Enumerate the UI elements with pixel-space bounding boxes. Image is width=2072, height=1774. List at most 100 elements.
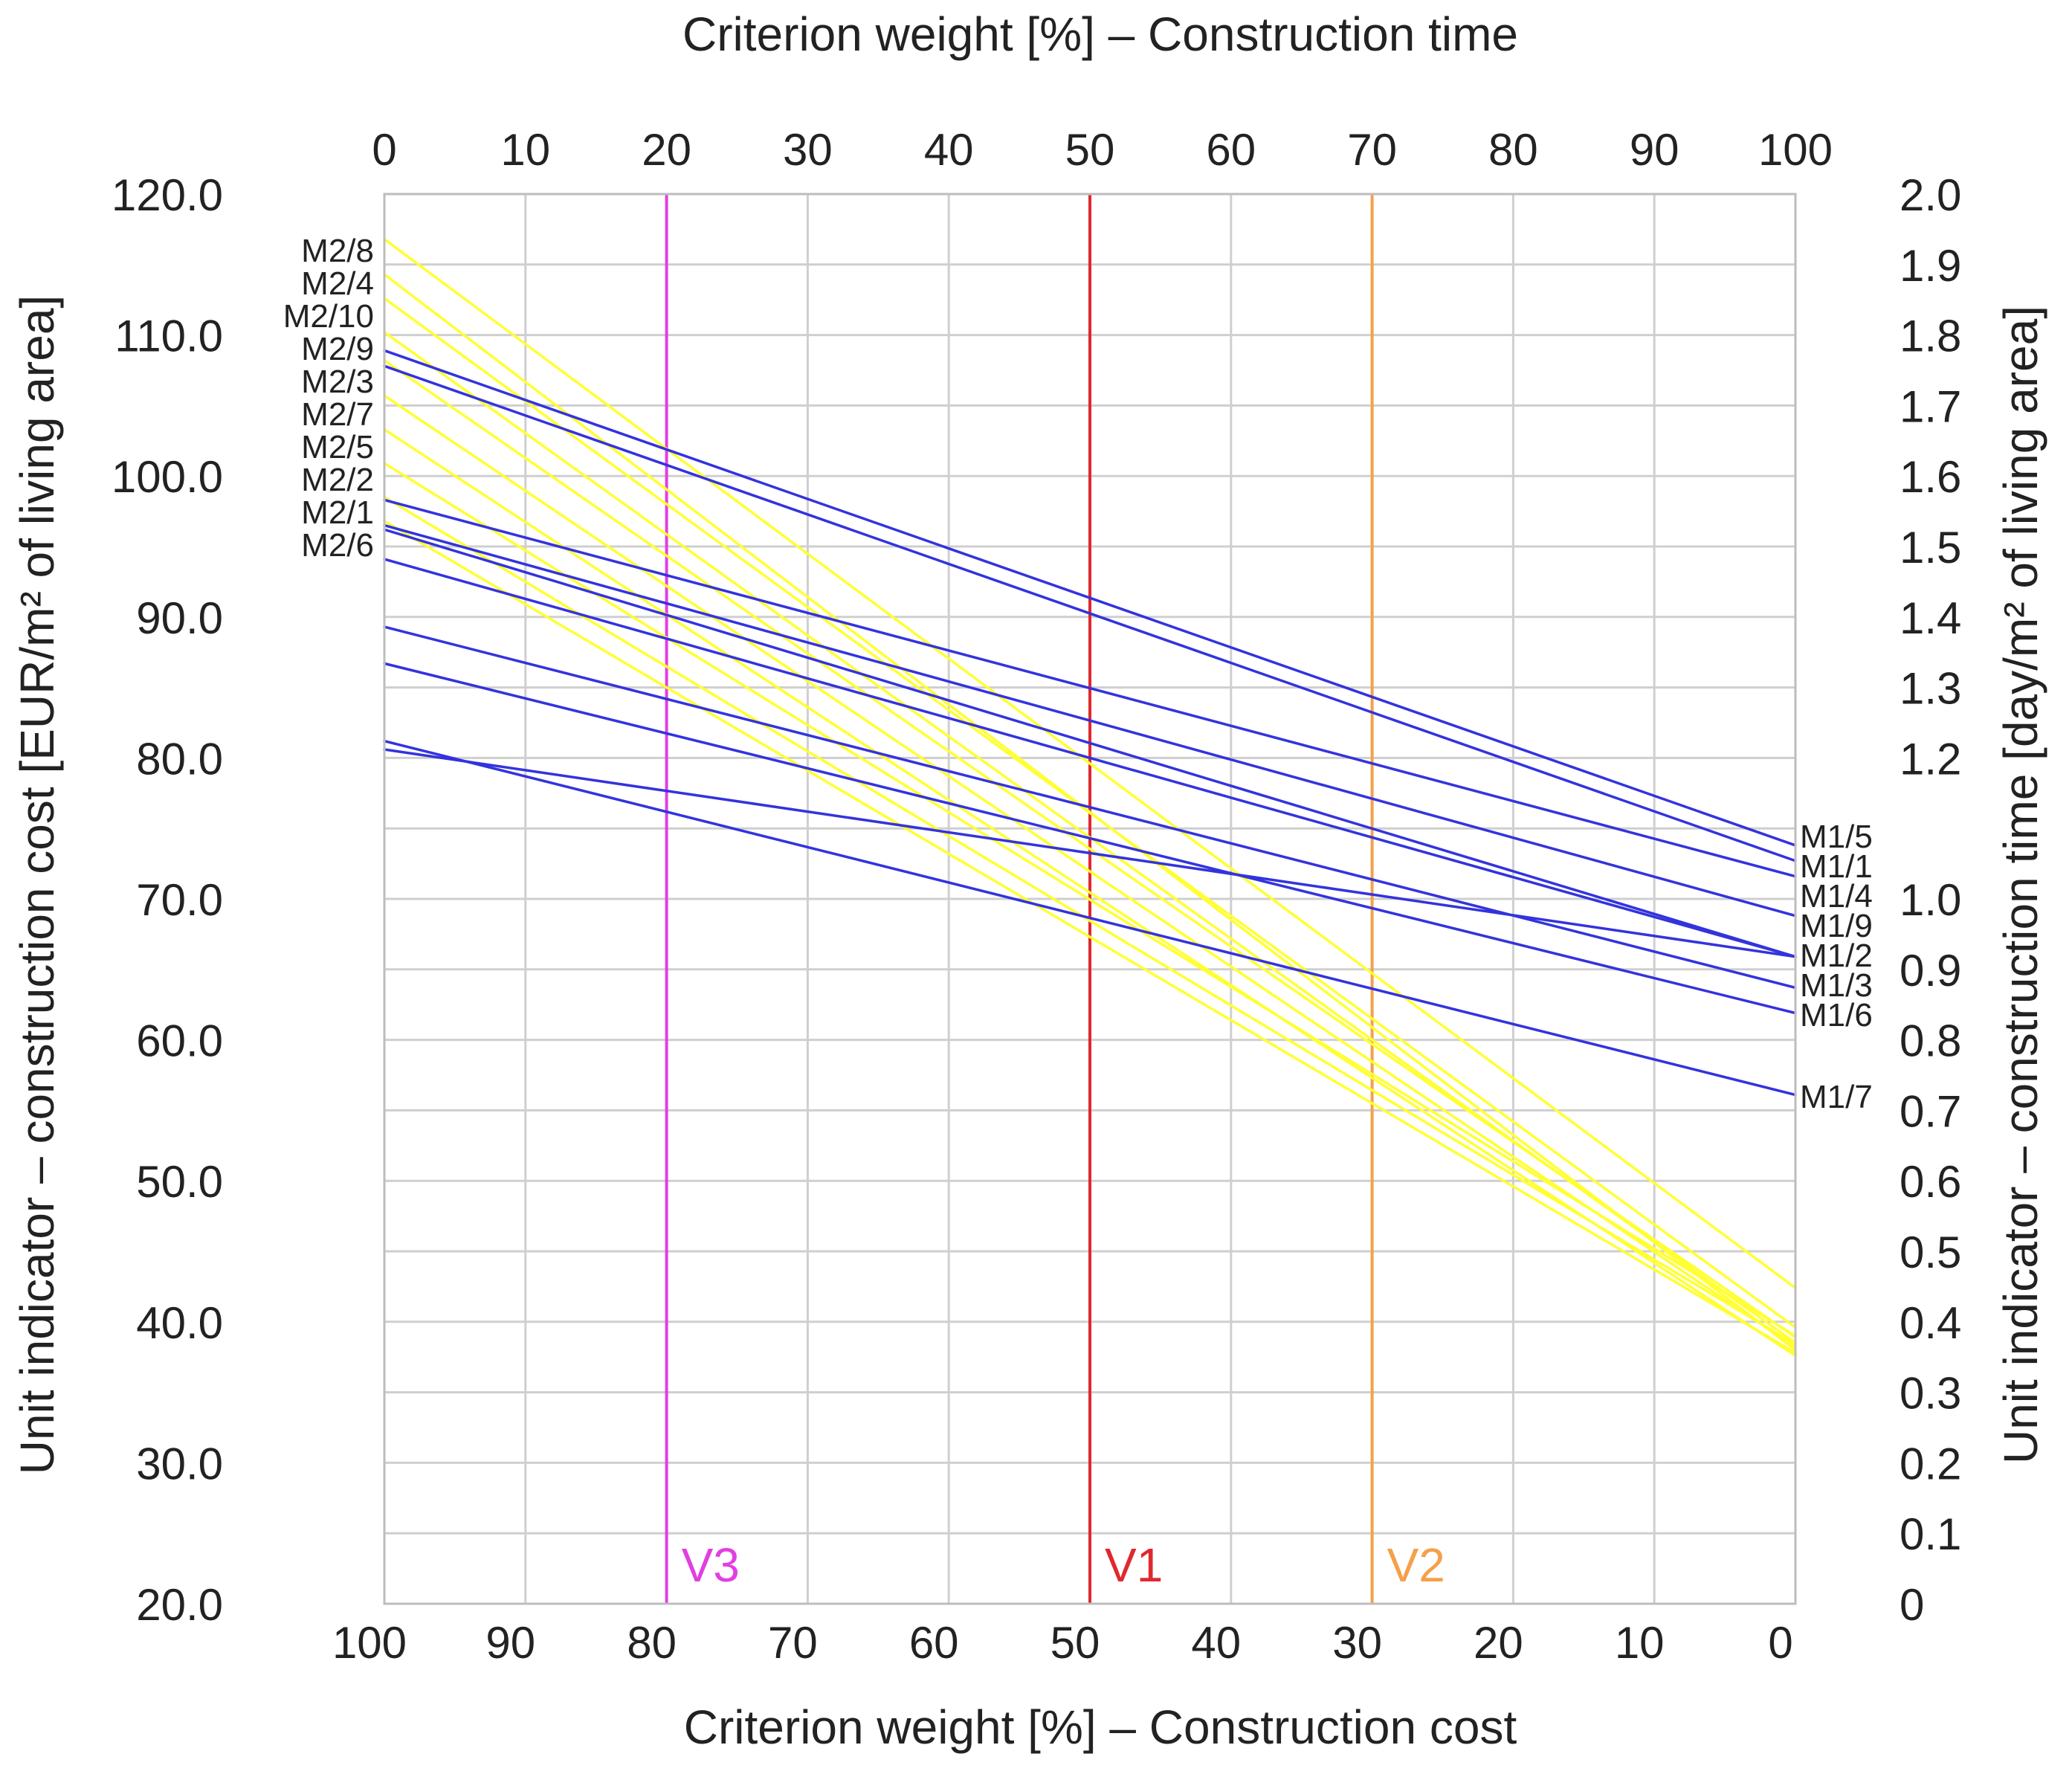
series-label-left: M2/4 [301,265,374,302]
right-axis-tick-label: 1.5 [1900,523,1961,572]
right-axis-tick-label: 0.4 [1900,1298,1961,1348]
series-label-right: M1/2 [1800,938,1873,974]
series-label-left: M2/7 [301,396,374,433]
marker-label-v1: V1 [1105,1538,1163,1592]
series-label-left: M2/1 [301,494,374,531]
bottom-axis-tick-label: 100 [332,1618,407,1668]
left-axis-tick-label: 90.0 [136,593,223,643]
right-axis-tick-label: 0.5 [1900,1228,1961,1277]
top-axis-title: Criterion weight [%] – Construction time [682,7,1518,61]
top-axis-tick-label: 30 [783,125,833,175]
bottom-axis-title: Criterion weight [%] – Construction cost [684,1700,1517,1754]
bottom-axis-tick-label: 40 [1191,1618,1241,1668]
series-line [383,495,1797,1346]
series-line [383,662,1797,1015]
right-axis-tick-label: 1.8 [1900,312,1961,361]
bottom-axis-tick-label: 50 [1050,1618,1100,1668]
right-axis-tick-label: 1.4 [1900,593,1961,643]
right-axis-tick-label: 0.9 [1900,946,1961,996]
right-axis-tick-label: 0.8 [1900,1016,1961,1066]
series-label-left: M2/6 [301,527,374,564]
series-line [383,558,1797,958]
bottom-axis-tick-label: 20 [1474,1618,1523,1668]
series-label-right: M1/3 [1800,967,1873,1004]
top-axis-tick-label: 100 [1758,125,1833,175]
series-line [383,498,1797,878]
right-axis-tick-label: 1.3 [1900,664,1961,714]
marker-label-v3: V3 [682,1538,740,1592]
left-axis-tick-label: 50.0 [136,1157,223,1207]
bottom-axis-tick-label: 0 [1768,1618,1792,1668]
series-line [383,428,1797,1358]
series-line [383,748,1797,958]
series-label-right: M1/5 [1800,819,1873,855]
right-axis-title: Unit indicator – construction time [day/… [1994,306,2047,1464]
bottom-axis-tick-label: 70 [768,1618,818,1668]
series-line [383,394,1797,1349]
series-line [383,528,1797,958]
right-axis-tick-label: 0.6 [1900,1157,1961,1207]
top-axis-tick-label: 10 [500,125,550,175]
right-axis-tick-label: 0.1 [1900,1509,1961,1559]
right-axis-tick-label: 1.9 [1900,241,1961,291]
marker-label-v2: V2 [1387,1538,1445,1592]
series-line [383,364,1797,862]
series-line [383,523,1797,917]
left-axis-title: Unit indicator – construction cost [EUR/… [10,295,64,1474]
bottom-axis-tick-label: 80 [627,1618,677,1668]
left-axis-tick-label: 110.0 [114,312,223,361]
series-line [383,462,1797,1338]
right-axis-tick-label: 0.3 [1900,1369,1961,1419]
left-axis-tick-label: 30.0 [136,1439,223,1488]
left-axis-tick-label: 80.0 [136,734,223,784]
series-label-layer: M2/8M2/4M2/10M2/9M2/3M2/7M2/5M2/2M2/1M2/… [283,233,1873,1115]
bottom-axis-tick-label: 30 [1332,1618,1382,1668]
series-label-right: M1/1 [1800,848,1873,885]
top-axis-tick-label: 20 [642,125,691,175]
series-label-right: M1/9 [1800,908,1873,944]
series-line [383,625,1797,990]
series-line [383,349,1797,847]
left-axis-tick-label: 100.0 [112,452,223,502]
right-axis-tick-label: 2.0 [1900,170,1961,220]
right-axis-tick-label: 0 [1900,1580,1924,1630]
series-line [383,358,1797,1339]
right-axis-tick-label: 1.2 [1900,734,1961,784]
top-axis-tick-label: 50 [1065,125,1115,175]
top-axis-tick-label: 0 [372,125,396,175]
series-label-right: M1/6 [1800,997,1873,1033]
right-axis-tick-label: 1.6 [1900,452,1961,502]
left-axis-tick-label: 70.0 [136,875,223,925]
series-label-left: M2/3 [301,364,374,400]
top-axis-tick-label: 90 [1630,125,1679,175]
series-label-left: M2/10 [283,298,374,335]
right-axis-tick-label: 1.7 [1900,381,1961,431]
left-axis-tick-label: 120.0 [112,170,223,220]
left-axis-tick-label: 20.0 [136,1580,223,1630]
series-layer [383,237,1797,1358]
series-label-left: M2/9 [301,331,374,367]
series-line [383,297,1797,1329]
right-axis-tick-label: 0.2 [1900,1439,1961,1488]
axis-title-layer: Criterion weight [%] – Construction time… [10,7,2047,1754]
bottom-axis-tick-label: 10 [1615,1618,1665,1668]
series-line [383,520,1797,1355]
top-axis-tick-label: 40 [924,125,974,175]
series-line [383,739,1797,1097]
top-axis-tick-label: 60 [1206,125,1256,175]
series-label-left: M2/8 [301,233,374,269]
series-label-left: M2/5 [301,429,374,465]
right-axis-tick-label: 1.0 [1900,875,1961,925]
series-line [383,237,1797,1290]
plot-frame [383,193,1797,1605]
series-label-right: M1/4 [1800,878,1873,915]
top-axis-tick-label: 80 [1488,125,1538,175]
bottom-axis-tick-label: 60 [909,1618,959,1668]
left-axis-tick-label: 60.0 [136,1016,223,1066]
bottom-axis-tick-label: 90 [485,1618,535,1668]
plot-area-border [383,193,1797,1605]
series-label-left: M2/2 [301,462,374,498]
right-axis-tick-label: 0.7 [1900,1086,1961,1136]
